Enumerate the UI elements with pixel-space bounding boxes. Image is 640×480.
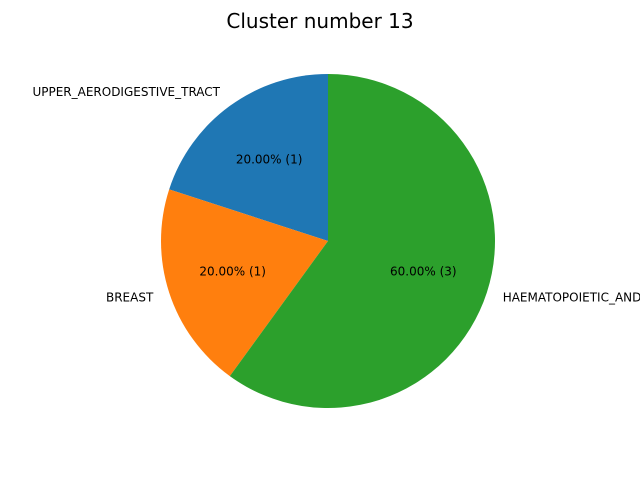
slice-percent-label: 20.00% (1): [236, 152, 303, 166]
pie-slices: [161, 74, 496, 408]
pie-slice-breast: [161, 189, 328, 377]
slice-percent-label: 20.00% (1): [199, 264, 266, 278]
slice-label: BREAST: [106, 290, 154, 304]
slice-percent-label: 60.00% (3): [390, 264, 457, 278]
pie-slice-haematopoietic-and-lymphoid-tissue: [229, 74, 496, 408]
pie-labels: UPPER_AERODIGESTIVE_TRACT 20.00% (1) BREAS…: [32, 85, 640, 304]
pie-slice-upper-aerodigestive-tract: [169, 74, 328, 241]
slice-label: UPPER_AERODIGESTIVE_TRACT: [32, 85, 220, 99]
slice-label: HAEMATOPOIETIC_AND_LYMPHOID_TISSUE: [503, 290, 640, 304]
chart-title: Cluster number 13: [226, 9, 413, 33]
